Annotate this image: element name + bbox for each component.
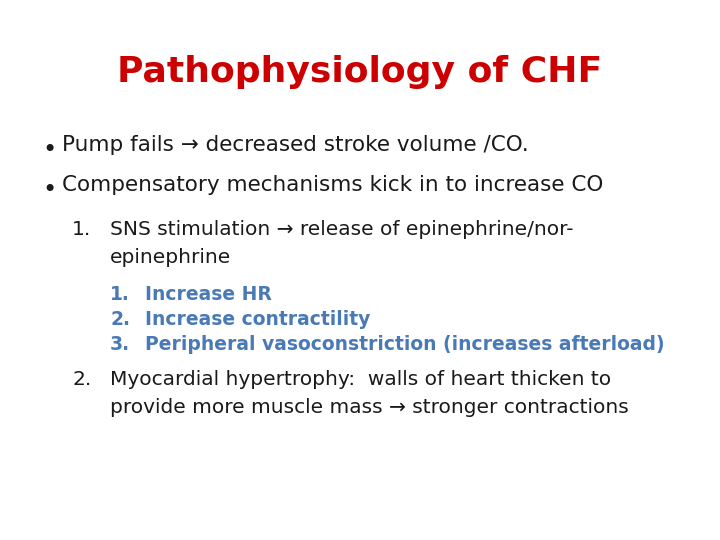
Text: 1.: 1. — [72, 220, 91, 239]
Text: Increase HR: Increase HR — [145, 285, 272, 304]
Text: SNS stimulation → release of epinephrine/nor-: SNS stimulation → release of epinephrine… — [110, 220, 574, 239]
Text: Pathophysiology of CHF: Pathophysiology of CHF — [117, 55, 603, 89]
Text: Myocardial hypertrophy:  walls of heart thicken to: Myocardial hypertrophy: walls of heart t… — [110, 370, 611, 389]
Text: 2.: 2. — [72, 370, 91, 389]
Text: Compensatory mechanisms kick in to increase CO: Compensatory mechanisms kick in to incre… — [62, 175, 603, 195]
Text: 3.: 3. — [110, 335, 130, 354]
Text: provide more muscle mass → stronger contractions: provide more muscle mass → stronger cont… — [110, 398, 629, 417]
Text: 1.: 1. — [110, 285, 130, 304]
Text: 2.: 2. — [110, 310, 130, 329]
Text: •: • — [42, 178, 56, 202]
Text: epinephrine: epinephrine — [110, 248, 231, 267]
Text: Increase contractility: Increase contractility — [145, 310, 370, 329]
Text: Pump fails → decreased stroke volume /CO.: Pump fails → decreased stroke volume /CO… — [62, 135, 528, 155]
Text: •: • — [42, 138, 56, 162]
Text: Peripheral vasoconstriction (increases afterload): Peripheral vasoconstriction (increases a… — [145, 335, 665, 354]
